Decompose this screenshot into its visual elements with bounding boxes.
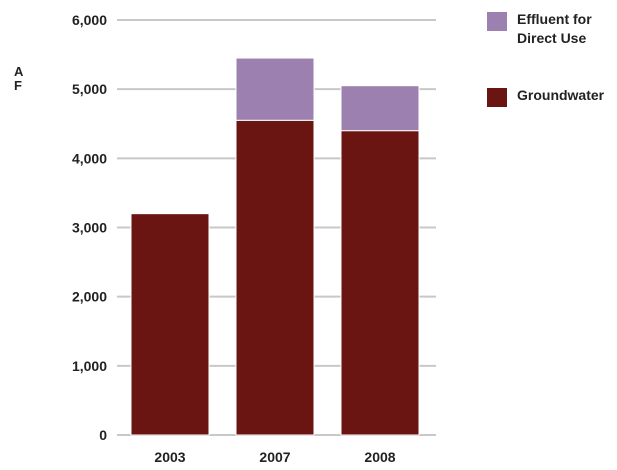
bar-2008-groundwater [340, 130, 420, 436]
x-axis-ticks: 2003 2007 2008 [154, 449, 395, 465]
y-tick-label: 2,000 [72, 289, 107, 305]
bar-2007-effluent [235, 57, 315, 121]
bar-2007-groundwater [235, 119, 315, 436]
bar-2003-groundwater [130, 213, 210, 436]
y-axis-label-line-2: F [14, 78, 22, 93]
legend-label-groundwater: Groundwater [517, 87, 605, 103]
y-tick-label: 6,000 [72, 12, 107, 28]
x-tick-label: 2003 [154, 449, 185, 465]
x-tick-label: 2008 [364, 449, 395, 465]
legend-swatch-effluent [487, 12, 507, 31]
legend-label-effluent-line-2: Direct Use [517, 30, 587, 46]
y-tick-label: 3,000 [72, 220, 107, 236]
bar-2008-effluent [340, 85, 420, 132]
y-axis-ticks: 0 1,000 2,000 3,000 4,000 5,000 6,000 [72, 12, 107, 443]
y-tick-label: 0 [99, 427, 107, 443]
legend-swatch-groundwater [487, 88, 507, 107]
y-tick-label: 4,000 [72, 150, 107, 166]
legend-item-effluent: Effluent for Direct Use [487, 10, 612, 66]
y-tick-label: 5,000 [72, 81, 107, 97]
legend: Effluent for Direct Use Groundwater [487, 10, 612, 107]
bars [130, 57, 420, 436]
legend-item-groundwater: Groundwater [487, 86, 612, 107]
legend-label-effluent-line-1: Effluent for [517, 11, 592, 27]
y-tick-label: 1,000 [72, 358, 107, 374]
y-axis-label-line-1: A [14, 64, 24, 79]
x-tick-label: 2007 [259, 449, 290, 465]
